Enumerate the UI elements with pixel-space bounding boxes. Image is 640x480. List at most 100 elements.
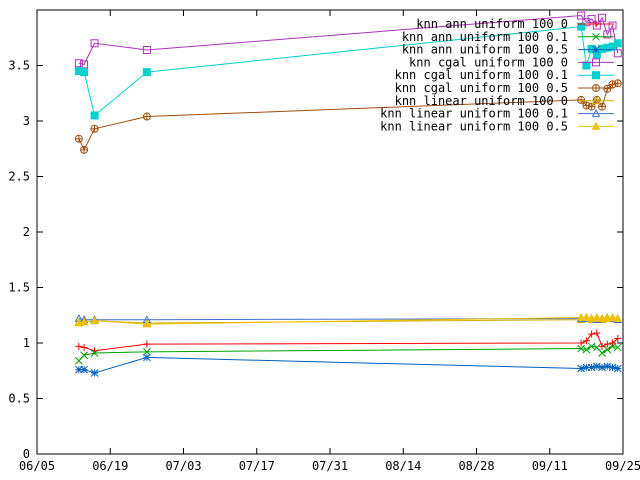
x-tick-label: 09/11 [532,459,568,473]
data-point [592,362,601,371]
series-2 [75,342,622,365]
data-point [80,60,89,69]
data-point-detail [614,79,622,87]
data-point-detail [75,135,83,143]
data-point [598,13,607,22]
series-line [78,318,618,321]
y-tick-label: 2 [23,225,30,239]
data-point-detail [603,85,611,93]
data-point [608,21,617,30]
x-axis: 06/05 06/19 07/03 07/17 07/31 08/14 08/28 09/11… [19,10,640,473]
legend-label: knn cgal uniform 100 0 [409,55,568,69]
data-point [80,351,88,360]
data-point [608,363,617,372]
data-point [143,348,151,356]
legend-label: knn cgal uniform 100 0.1 [395,68,568,82]
data-point [613,343,622,352]
data-point [90,316,99,325]
series-9 [74,312,623,328]
data-point [582,61,591,70]
legend-label: knn ann uniform 100 0 [416,17,568,31]
legend-label: knn linear uniform 100 0 [395,94,568,108]
legend-label: knn linear uniform 100 0.5 [380,119,568,133]
data-point [80,343,88,351]
data-point [90,349,99,357]
data-point [90,369,99,377]
data-point [591,121,601,130]
data-point-detail [588,103,596,111]
legend-label: knn linear uniform 100 0.1 [380,107,568,121]
y-tick-label: 1.5 [8,281,30,295]
data-point [143,340,151,348]
legend-label: knn ann uniform 100 0.5 [402,43,568,57]
series-line [78,356,618,374]
data-point [597,314,607,322]
data-point [592,20,600,28]
series-line [78,345,618,362]
data-point [598,363,606,372]
x-tick-label: 08/28 [458,459,494,473]
data-point [577,11,586,20]
x-tick-label: 09/25 [605,459,640,473]
series-4 [74,11,622,69]
data-point [577,364,585,373]
data-point [143,353,151,362]
data-point [603,362,612,371]
y-tick-label: 1 [23,336,30,350]
data-point [593,329,601,337]
data-point [577,22,586,31]
x-tick-label: 07/17 [239,459,275,473]
data-point [142,319,152,328]
data-point [603,345,612,354]
y-tick-label: 3.5 [8,59,30,73]
data-point [576,312,586,321]
x-tick-label: 07/31 [312,459,348,473]
data-point [609,339,617,347]
data-point-detail [592,84,600,92]
data-point-detail [91,125,99,133]
data-point-detail [143,113,151,121]
legend-label: knn ann uniform 100 0.1 [402,30,568,44]
data-point [592,71,600,80]
data-point [614,335,622,343]
data-point [587,363,596,372]
data-point [592,32,600,41]
x-tick-label: 06/05 [19,459,55,473]
data-point [598,349,606,357]
data-point [75,342,83,350]
data-point [608,312,617,321]
data-point [582,312,591,321]
x-tick-label: 06/19 [92,459,128,473]
data-point [79,317,89,326]
data-point [591,96,601,105]
data-point [80,68,89,77]
series-5 [74,22,622,120]
x-tick-label: 08/14 [385,459,421,473]
y-tick-label: 0.5 [8,392,30,406]
data-point [90,111,99,120]
series-1 [75,329,622,355]
data-point-detail [80,146,88,154]
data-point [74,59,83,68]
data-point [591,109,601,117]
y-axis: 0 0.5 1 1.5 2 2.5 3 3.5 [8,59,623,461]
y-tick-label: 3 [23,114,30,128]
series-line [78,332,619,352]
data-point [142,45,151,54]
data-point [577,339,585,347]
data-point [582,337,590,345]
data-point [613,364,622,373]
data-point [587,14,596,23]
data-point [90,39,99,48]
data-point [592,45,600,54]
data-point [613,39,622,48]
legend-label: knn cgal uniform 100 0.5 [395,81,568,95]
y-tick-label: 0 [23,447,30,461]
data-point [592,58,600,67]
series-3 [75,353,622,377]
data-point [582,345,591,354]
data-point [613,314,623,322]
data-point-detail [577,96,585,104]
